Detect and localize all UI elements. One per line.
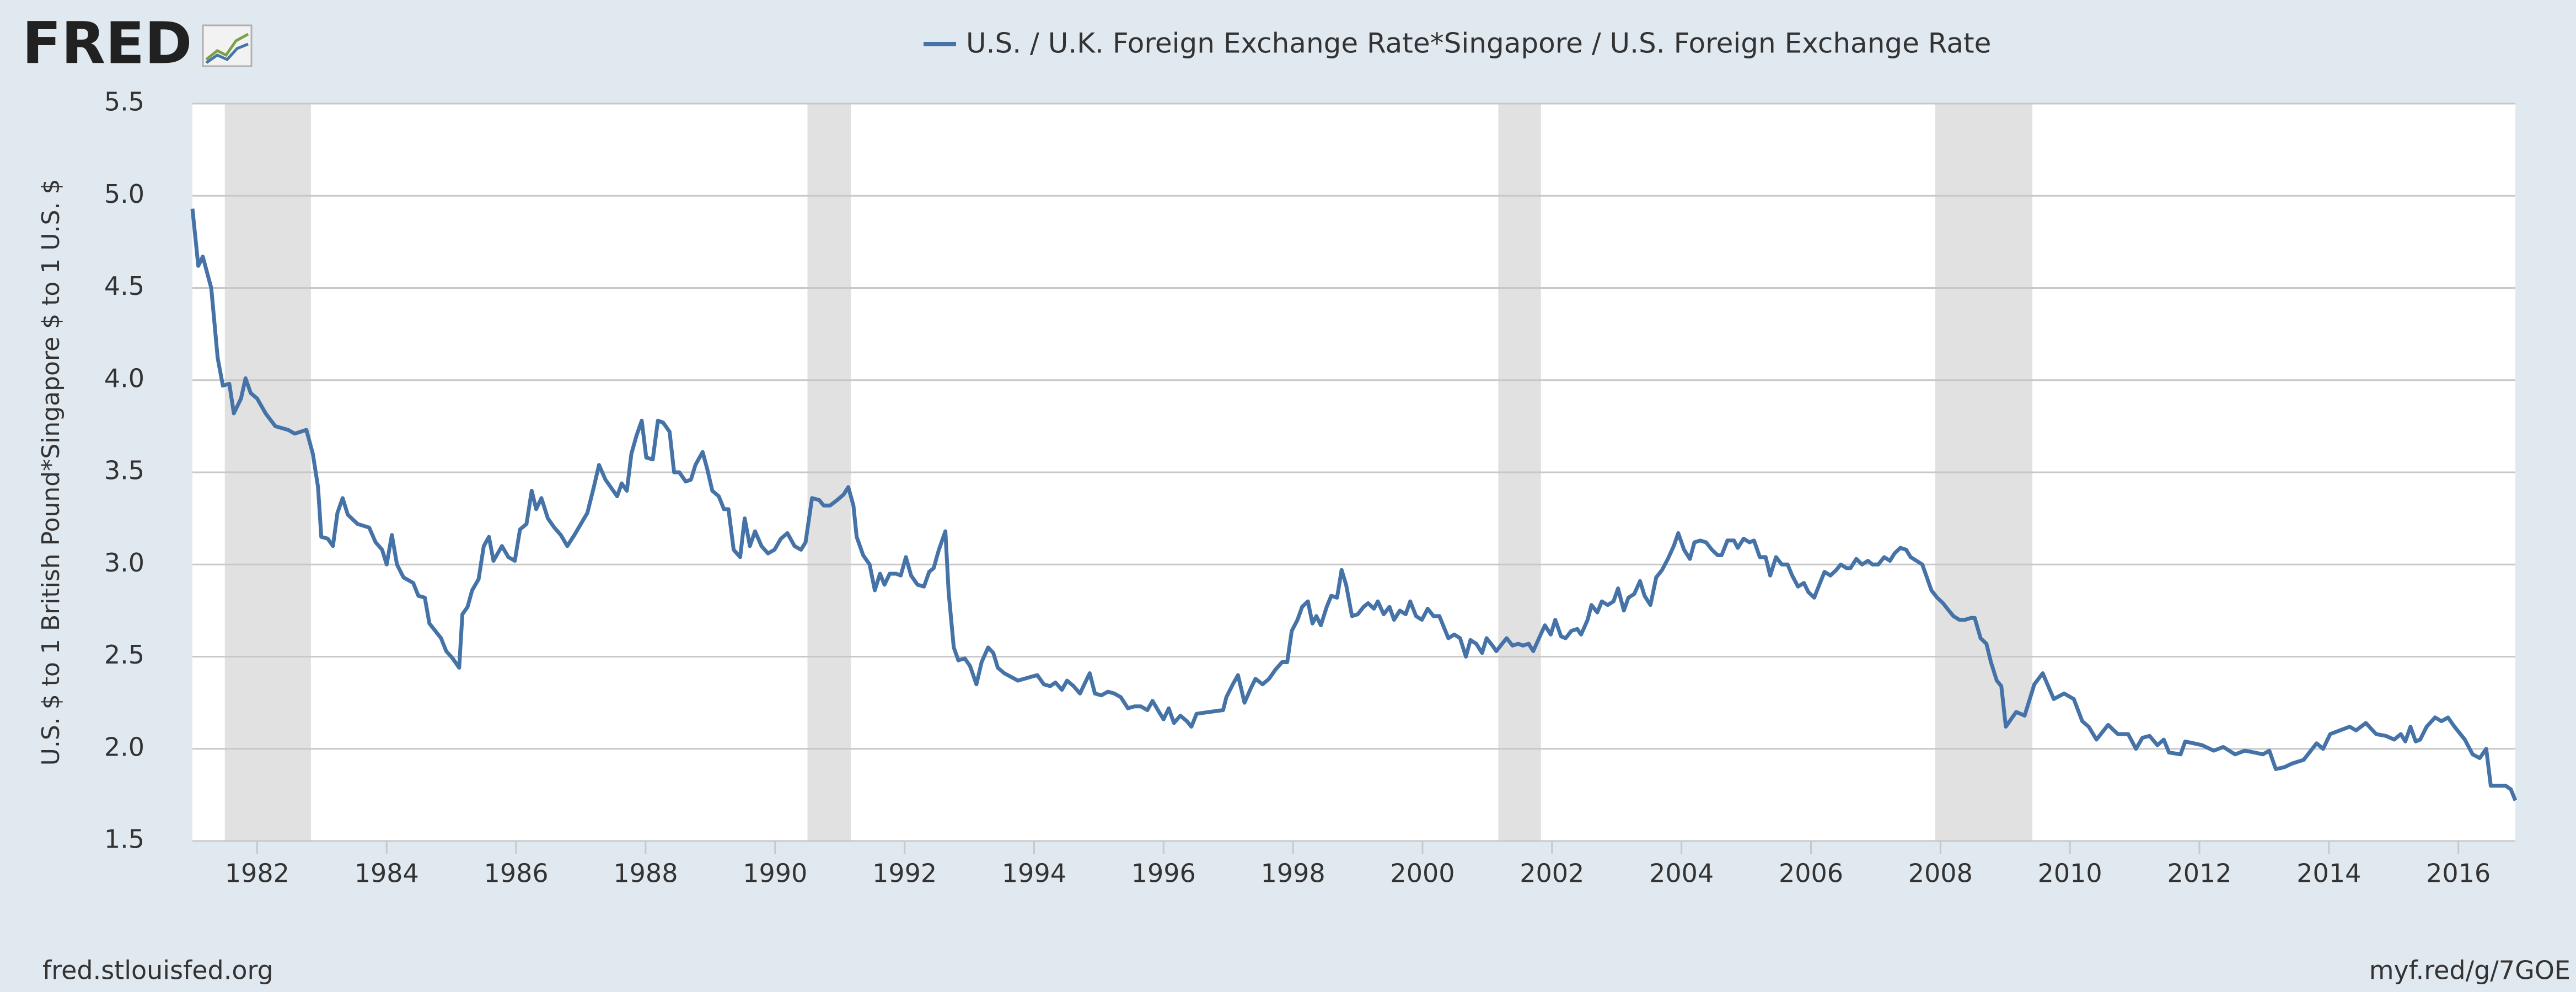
x-tick-label: 1998	[1261, 859, 1325, 888]
y-tick-label: 4.0	[104, 363, 144, 393]
x-tick-label: 1990	[743, 859, 807, 888]
x-tick-label: 1988	[613, 859, 678, 888]
logo-icon-line	[205, 33, 249, 61]
x-tick-label: 1994	[1002, 859, 1066, 888]
x-tick-label: 1996	[1131, 859, 1196, 888]
x-tick-label: 1984	[355, 859, 419, 888]
legend-label: U.S. / U.K. Foreign Exchange Rate*Singap…	[966, 28, 1991, 60]
x-tick-label: 2004	[1649, 859, 1714, 888]
x-tick-label: 1986	[484, 859, 549, 888]
y-tick-label: 2.0	[104, 732, 144, 762]
y-tick-label: 3.5	[104, 456, 144, 486]
x-tick-label: 2008	[1908, 859, 1973, 888]
y-tick-label: 3.0	[104, 548, 144, 578]
x-tick-label: 2000	[1390, 859, 1455, 888]
y-tick-label: 4.5	[104, 271, 144, 301]
x-tick-label: 2006	[1779, 859, 1843, 888]
x-tick-label: 2002	[1520, 859, 1584, 888]
x-tick-label: 2010	[2038, 859, 2102, 888]
y-axis-title: U.S. $ to 1 British Pound*Singapore $ to…	[37, 179, 65, 766]
footer-link: myf.red/g/7GOE	[2369, 956, 2570, 985]
y-tick-label: 5.5	[104, 87, 144, 117]
logo-icon-line	[205, 42, 249, 64]
logo: FRED	[22, 9, 253, 77]
footer-source: fred.stlouisfed.org	[42, 956, 273, 985]
series-line	[190, 208, 2518, 801]
y-tick-label: 2.5	[104, 640, 144, 670]
x-tick-label: 2012	[2167, 859, 2231, 888]
x-tick-label: 1982	[225, 859, 289, 888]
y-tick-label: 1.5	[104, 824, 144, 854]
x-tick-label: 1992	[872, 859, 937, 888]
logo-text: FRED	[22, 9, 192, 77]
y-tick-label: 5.0	[104, 179, 144, 209]
x-tick-label: 2016	[2426, 859, 2491, 888]
x-tick-label: 2014	[2296, 859, 2361, 888]
